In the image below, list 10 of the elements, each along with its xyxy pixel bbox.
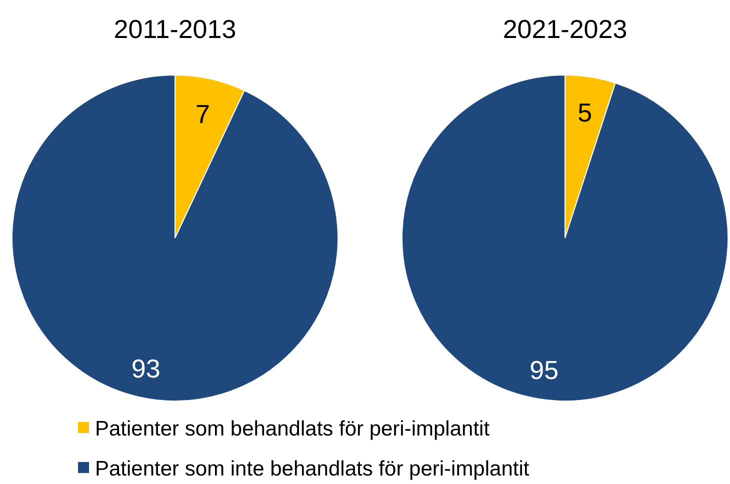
legend-label: Patienter som inte behandlats för peri-implantit [95,457,530,480]
pie-slice [12,74,338,402]
data-label: 5 [578,98,592,128]
pie-slice [402,74,728,402]
chart-title: 2011-2013 [114,14,236,44]
chart-title: 2021-2023 [502,14,628,44]
legend-label: Patienter som behandlats för peri-implantit [95,417,490,440]
data-label: 95 [530,355,559,386]
data-label: 93 [131,354,160,384]
data-label: 7 [196,99,210,130]
